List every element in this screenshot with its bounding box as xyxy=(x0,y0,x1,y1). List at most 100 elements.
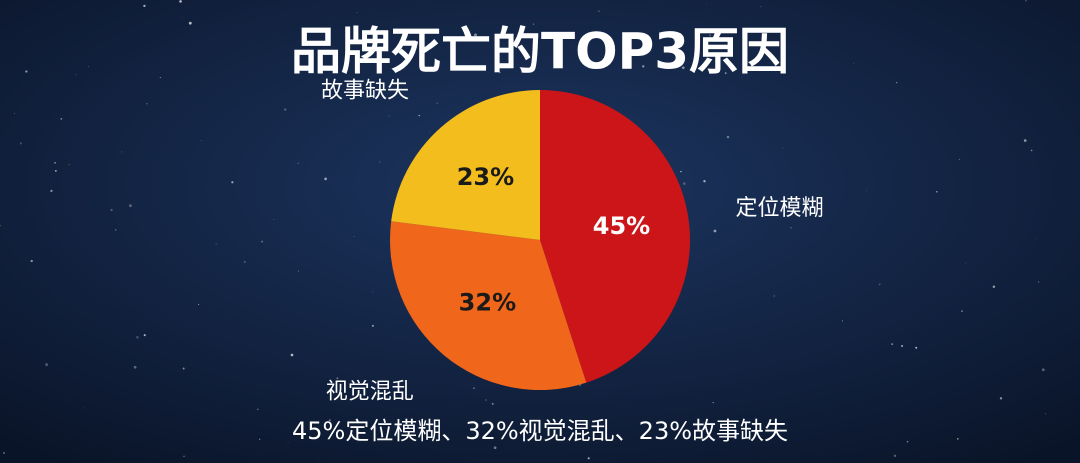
chart-subtitle: 45%定位模糊、32%视觉混乱、23%故事缺失 xyxy=(292,417,788,445)
star xyxy=(45,363,49,367)
star xyxy=(0,224,1,227)
star xyxy=(999,397,1003,400)
star xyxy=(143,334,146,337)
star xyxy=(87,66,89,68)
star xyxy=(25,70,28,73)
star xyxy=(841,320,844,322)
pie-slice xyxy=(390,221,587,390)
star xyxy=(287,442,289,444)
star xyxy=(1037,281,1040,283)
star xyxy=(681,66,685,70)
star xyxy=(893,454,897,458)
star xyxy=(231,181,234,184)
star xyxy=(324,177,327,181)
star xyxy=(965,262,967,264)
pie-slice xyxy=(391,90,540,240)
star xyxy=(366,47,369,50)
star xyxy=(673,39,675,41)
star xyxy=(712,402,714,404)
star xyxy=(1030,149,1033,152)
star xyxy=(532,23,535,25)
star xyxy=(75,74,77,76)
star xyxy=(790,227,792,229)
star xyxy=(336,377,339,380)
star xyxy=(60,117,63,120)
star xyxy=(183,455,185,458)
star xyxy=(259,438,261,440)
star xyxy=(133,365,137,369)
star xyxy=(179,0,182,3)
star xyxy=(474,33,477,37)
category-label: 定位模糊 xyxy=(736,196,824,221)
star xyxy=(273,219,275,220)
star xyxy=(906,440,909,443)
star xyxy=(682,182,686,185)
star xyxy=(261,240,264,243)
star xyxy=(30,259,33,263)
star xyxy=(491,402,494,405)
category-label: 故事缺失 xyxy=(321,78,409,103)
star xyxy=(136,335,139,339)
star xyxy=(958,158,960,161)
star xyxy=(297,162,299,164)
star xyxy=(473,387,475,390)
star xyxy=(371,324,374,327)
chart-title: 品牌死亡的TOP3原因 xyxy=(291,23,789,81)
star xyxy=(14,113,15,115)
star xyxy=(409,40,412,43)
star xyxy=(1045,413,1047,415)
star xyxy=(915,346,918,349)
star xyxy=(328,419,331,422)
value-label: 23% xyxy=(457,163,514,191)
star xyxy=(668,45,670,47)
star xyxy=(853,62,855,64)
star xyxy=(1041,368,1045,372)
star xyxy=(992,285,996,288)
star xyxy=(724,72,727,75)
star xyxy=(388,115,390,117)
category-label: 视觉混乱 xyxy=(326,380,414,405)
pie-slice xyxy=(540,90,691,383)
star xyxy=(19,142,22,145)
star xyxy=(1025,0,1027,2)
star xyxy=(243,260,246,263)
star xyxy=(760,6,762,8)
star xyxy=(128,204,132,208)
star xyxy=(290,353,294,357)
star xyxy=(498,71,501,74)
star xyxy=(159,76,161,79)
star xyxy=(866,190,868,192)
star xyxy=(379,161,381,163)
star xyxy=(181,16,183,18)
star xyxy=(436,102,439,105)
star xyxy=(891,343,894,346)
star xyxy=(713,229,717,233)
star xyxy=(50,189,53,192)
value-label: 45% xyxy=(593,212,650,240)
star xyxy=(198,303,200,306)
star xyxy=(680,170,682,173)
star xyxy=(215,243,217,246)
star xyxy=(782,147,784,149)
star xyxy=(55,169,57,172)
star xyxy=(895,81,898,84)
star xyxy=(569,436,571,438)
star xyxy=(146,102,148,105)
star xyxy=(82,407,84,409)
star xyxy=(418,114,420,117)
star xyxy=(957,438,959,440)
star xyxy=(642,65,645,68)
star xyxy=(703,180,706,183)
star xyxy=(110,208,113,212)
star xyxy=(406,425,410,429)
star xyxy=(900,344,904,348)
star xyxy=(356,12,358,14)
star xyxy=(200,140,202,142)
star xyxy=(143,4,146,8)
star xyxy=(773,295,775,297)
star xyxy=(709,34,711,37)
star xyxy=(1023,139,1027,142)
star xyxy=(961,310,963,312)
star xyxy=(114,229,117,231)
